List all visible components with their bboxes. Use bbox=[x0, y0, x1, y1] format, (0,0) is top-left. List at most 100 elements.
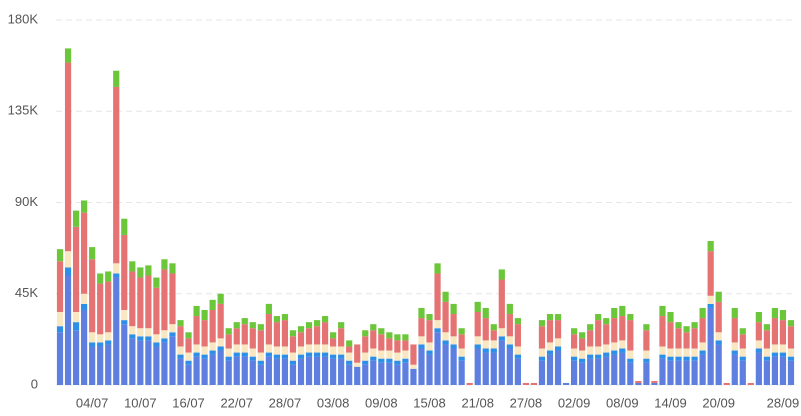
bar-segment bbox=[699, 318, 706, 343]
bar-segment bbox=[161, 338, 168, 343]
bar-segment bbox=[97, 346, 104, 385]
bar-segment bbox=[538, 360, 546, 385]
bar-segment bbox=[81, 200, 88, 213]
x-tick-label: 27/08 bbox=[510, 395, 543, 410]
bar-segment bbox=[354, 344, 361, 363]
bar-segment bbox=[538, 356, 546, 361]
bar-segment bbox=[113, 70, 120, 87]
bar-segment bbox=[241, 352, 248, 357]
bar-segment bbox=[571, 356, 578, 361]
bar-segment bbox=[434, 328, 441, 333]
bar-segment bbox=[410, 368, 417, 385]
bar-segment bbox=[297, 346, 305, 355]
bar-segment bbox=[603, 318, 610, 325]
bar-segment bbox=[554, 314, 562, 321]
bar-segment bbox=[442, 301, 449, 333]
bar-segment bbox=[249, 328, 256, 349]
bar-segment bbox=[217, 303, 224, 339]
bar-segment bbox=[321, 322, 329, 345]
bar-segment bbox=[779, 344, 787, 353]
bar-segment bbox=[659, 305, 666, 317]
bar-segment bbox=[330, 354, 337, 359]
bar-segment bbox=[627, 358, 634, 363]
bar-segment bbox=[611, 318, 618, 343]
bar-segment bbox=[739, 328, 746, 335]
bar-segment bbox=[185, 332, 192, 339]
x-tick-label: 10/07 bbox=[124, 395, 157, 410]
bar-segment bbox=[498, 328, 505, 337]
bar-segment bbox=[201, 309, 208, 321]
bar-segment bbox=[667, 356, 674, 361]
bar-segment bbox=[64, 275, 72, 385]
bar-segment bbox=[281, 358, 289, 385]
bar-segment bbox=[321, 316, 329, 323]
x-tick-label: 15/08 bbox=[413, 395, 446, 410]
x-tick-label: 21/08 bbox=[461, 395, 494, 410]
bar-segment bbox=[595, 314, 602, 321]
bar-segment bbox=[643, 350, 650, 359]
bar-segment bbox=[241, 356, 248, 385]
bar-segment bbox=[779, 356, 787, 385]
bar-segment bbox=[161, 269, 168, 331]
bar-segment bbox=[89, 259, 96, 333]
bar-segment bbox=[241, 318, 248, 325]
bar-segment bbox=[763, 348, 770, 357]
bar-segment bbox=[193, 305, 200, 317]
bar-segment bbox=[571, 360, 578, 385]
bar-segment bbox=[169, 336, 176, 385]
bar-segment bbox=[153, 346, 160, 385]
bar-segment bbox=[619, 348, 626, 353]
bar-segment bbox=[450, 336, 457, 345]
bar-segment bbox=[177, 320, 184, 327]
bar-segment bbox=[498, 340, 505, 385]
bar-segment bbox=[249, 360, 256, 385]
bar-segment bbox=[434, 273, 441, 321]
bar-segment bbox=[699, 307, 706, 319]
bar-segment bbox=[731, 342, 738, 351]
bar-segment bbox=[771, 307, 779, 319]
bar-segment bbox=[546, 350, 554, 355]
bar-segment bbox=[450, 344, 457, 349]
bar-segment bbox=[394, 364, 401, 385]
bar-segment bbox=[321, 344, 329, 353]
bar-segment bbox=[89, 346, 96, 385]
bar-segment bbox=[145, 328, 152, 337]
bar-segment bbox=[434, 263, 441, 274]
bar-segment bbox=[410, 344, 417, 365]
bar-segment bbox=[755, 312, 762, 323]
bar-segment bbox=[386, 338, 393, 351]
bar-segment bbox=[442, 332, 449, 341]
bar-segment bbox=[450, 303, 457, 315]
bar-segment bbox=[683, 326, 690, 333]
y-tick-label: 90K bbox=[15, 194, 38, 209]
bar-segment bbox=[707, 241, 714, 252]
bar-segment bbox=[699, 350, 706, 355]
bar-segment bbox=[426, 350, 433, 355]
bar-segment bbox=[72, 322, 80, 331]
bar-segment bbox=[787, 348, 795, 357]
bar-segment bbox=[330, 358, 337, 385]
bar-segment bbox=[297, 354, 305, 359]
bar-segment bbox=[281, 346, 289, 355]
bar-segment bbox=[546, 320, 554, 343]
bar-segment bbox=[587, 358, 594, 385]
bar-segment bbox=[442, 340, 449, 345]
y-tick-label: 0 bbox=[31, 376, 38, 391]
bar-segment bbox=[763, 356, 770, 361]
bar-segment bbox=[370, 348, 377, 357]
bar-segment bbox=[72, 210, 80, 227]
bar-segment bbox=[64, 251, 72, 268]
bar-segment bbox=[707, 303, 714, 308]
bar-segment bbox=[498, 269, 505, 280]
bar-segment bbox=[394, 360, 401, 365]
bar-segment bbox=[153, 334, 160, 343]
bar-segment bbox=[64, 62, 72, 252]
bar-segment bbox=[506, 336, 513, 345]
bar-segment bbox=[562, 382, 570, 385]
bar-segment bbox=[241, 324, 248, 345]
bar-segment bbox=[338, 328, 345, 347]
bar-segment bbox=[265, 352, 272, 357]
y-tick-label: 45K bbox=[15, 285, 38, 300]
bar-segment bbox=[56, 332, 64, 385]
x-tick-label: 16/07 bbox=[172, 395, 205, 410]
